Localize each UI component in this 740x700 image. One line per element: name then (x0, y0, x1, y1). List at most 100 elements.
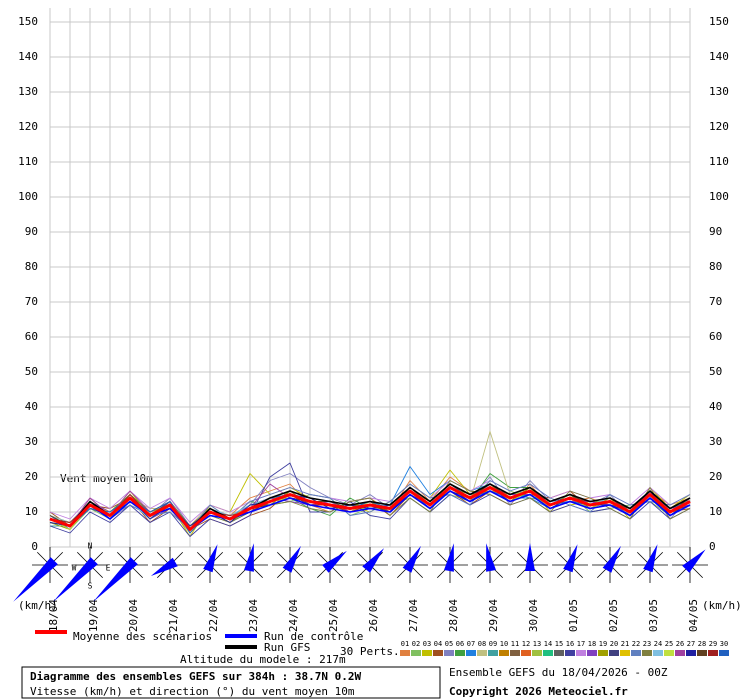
y-tick-label: 80 (709, 260, 722, 273)
wind-arrow (282, 545, 301, 573)
y-tick-label: 40 (709, 400, 722, 413)
y-tick-label: 40 (25, 400, 38, 413)
legend-label: 02 (412, 640, 420, 648)
y-tick-label: 70 (25, 295, 38, 308)
y-tick-label: 50 (709, 365, 722, 378)
legend-label: 21 (621, 640, 629, 648)
wind-arrow (444, 543, 454, 572)
compass-letter: E (106, 564, 111, 573)
y-tick-label: 120 (709, 120, 729, 133)
y-tick-label: 100 (18, 190, 38, 203)
x-tick-label: 03/05 (647, 599, 660, 632)
legend-label: 23 (643, 640, 651, 648)
legend-label: 01 (401, 640, 409, 648)
wind-arrow (322, 550, 347, 573)
annotation: Vent moyen 10m (60, 472, 153, 485)
y-tick-label: 90 (25, 225, 38, 238)
y-tick-label: 10 (709, 505, 722, 518)
y-tick-label: 60 (25, 330, 38, 343)
compass-letter: S (88, 582, 93, 591)
wind-arrow (402, 545, 421, 573)
grid (49, 8, 691, 548)
legend-label: Run de contrôle (264, 630, 363, 643)
legend-label: 11 (511, 640, 519, 648)
legend-swatch (598, 650, 608, 656)
y-tick-label: 130 (709, 85, 729, 98)
y-tick-label: 0 (709, 540, 716, 553)
x-tick-label: 22/04 (207, 599, 220, 632)
wind-arrow (53, 557, 98, 602)
wind-arrow (486, 543, 496, 572)
y-tick-label: 140 (709, 50, 729, 63)
y-tick-label: 100 (709, 190, 729, 203)
legend-swatch (422, 650, 432, 656)
legend-label: 26 (676, 640, 684, 648)
x-tick-label: 18/04 (47, 599, 60, 632)
y-tick-label: 20 (25, 470, 38, 483)
legend-swatch (433, 650, 443, 656)
x-tick-label: 01/05 (567, 599, 580, 632)
x-tick-label: 19/04 (87, 599, 100, 632)
legend-label: 22 (632, 640, 640, 648)
legend-label: 17 (577, 640, 585, 648)
legend-swatch (510, 650, 520, 656)
x-tick-label: 23/04 (247, 599, 260, 632)
legend-swatch (554, 650, 564, 656)
perturbations-label: 30 Perts. (340, 645, 400, 658)
y-tick-label: 10 (25, 505, 38, 518)
y-tick-label: 150 (18, 15, 38, 28)
legend-swatch (477, 650, 487, 656)
wind-arrow (203, 544, 218, 573)
legend-swatch (697, 650, 707, 656)
legend-label: 25 (665, 640, 673, 648)
legend-label: 20 (610, 640, 618, 648)
legend-label: 03 (423, 640, 431, 648)
wind-arrow (682, 549, 706, 573)
y-tick-label: 70 (709, 295, 722, 308)
legend-swatch (488, 650, 498, 656)
legend-label: 24 (654, 640, 662, 648)
x-tick-label: 24/04 (287, 599, 300, 632)
legend-label: 18 (588, 640, 596, 648)
x-tick-label: 04/05 (687, 599, 700, 632)
y-unit-left: (km/h) (18, 599, 58, 612)
legend-label: 19 (599, 640, 607, 648)
legend-label: 04 (434, 640, 442, 648)
y-tick-label: 80 (25, 260, 38, 273)
x-tick-label: 27/04 (407, 599, 420, 632)
footer-box (21, 666, 441, 699)
x-tick-label: 26/04 (367, 599, 380, 632)
y-tick-label: 140 (18, 50, 38, 63)
wind-arrow (602, 545, 621, 573)
y-tick-label: 30 (709, 435, 722, 448)
legend-label: 30 (720, 640, 728, 648)
wind-arrow (93, 557, 138, 602)
wind-arrow (244, 543, 254, 572)
y-tick-label: 150 (709, 15, 729, 28)
x-tick-label: 20/04 (127, 599, 140, 632)
legend-swatch (455, 650, 465, 656)
x-tick-label: 21/04 (167, 599, 180, 632)
legend-label: 08 (478, 640, 486, 648)
legend-label: 12 (522, 640, 530, 648)
legend-label: Moyenne des scénarios (73, 630, 212, 643)
wind-arrow (643, 544, 658, 573)
y-tick-label: 110 (18, 155, 38, 168)
compass-letter: N (88, 542, 93, 551)
x-tick-label: 25/04 (327, 599, 340, 632)
copyright: Copyright 2026 Meteociel.fr (449, 685, 628, 698)
y-tick-label: 20 (709, 470, 722, 483)
x-tick-label: 28/04 (447, 599, 460, 632)
legend-label: 07 (467, 640, 475, 648)
legend-label: 06 (456, 640, 464, 648)
y-tick-label: 90 (709, 225, 722, 238)
y-tick-label: 30 (25, 435, 38, 448)
legend-label: Run GFS (264, 641, 310, 654)
legend-swatch (708, 650, 718, 656)
legend-label: 05 (445, 640, 453, 648)
y-tick-label: 110 (709, 155, 729, 168)
legend-swatch (532, 650, 542, 656)
legend-label: 13 (533, 640, 541, 648)
legend-label: 27 (687, 640, 695, 648)
